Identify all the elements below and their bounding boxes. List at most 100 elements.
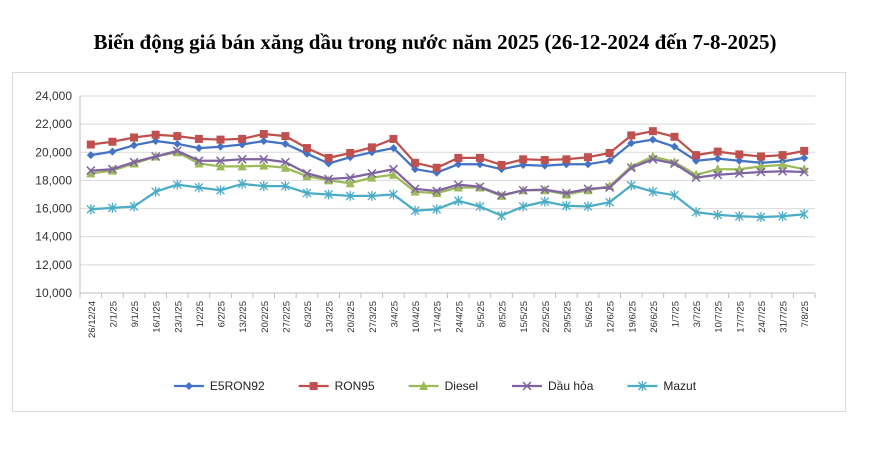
x-tick-label: 10/7/25 xyxy=(714,301,725,333)
x-tick-label: 12/6/25 xyxy=(606,301,617,333)
data-point xyxy=(130,133,139,142)
data-point-stroke xyxy=(237,154,247,164)
data-point xyxy=(497,160,506,169)
data-point xyxy=(778,166,788,176)
data-point xyxy=(108,147,117,156)
axes xyxy=(79,96,816,298)
y-tick-label: 16,000 xyxy=(35,202,72,216)
data-point xyxy=(778,159,788,169)
data-point xyxy=(411,165,420,174)
series-line xyxy=(90,149,805,197)
data-point xyxy=(151,151,161,162)
data-point xyxy=(540,156,549,165)
x-tick-label: 17/4/25 xyxy=(433,301,444,333)
data-point-stroke xyxy=(259,154,269,164)
data-point-stroke xyxy=(453,180,463,190)
legend-label: Diesel xyxy=(445,379,478,393)
data-point xyxy=(281,132,290,141)
data-point xyxy=(637,381,647,391)
x-tick-label: 20/3/25 xyxy=(346,301,357,333)
data-point xyxy=(309,382,318,390)
x-tick-label: 13/2/25 xyxy=(238,301,249,333)
data-point-stroke xyxy=(194,156,204,166)
data-point xyxy=(734,168,744,178)
series-ron95 xyxy=(86,127,809,172)
data-point xyxy=(302,171,312,181)
data-point xyxy=(129,157,139,167)
data-point xyxy=(735,156,744,165)
data-point-stroke xyxy=(497,190,507,200)
data-point xyxy=(237,161,247,171)
data-point xyxy=(583,184,593,194)
data-point xyxy=(518,201,528,212)
data-point xyxy=(302,144,311,153)
x-tick-label: 20/2/25 xyxy=(260,301,271,333)
data-point xyxy=(107,202,117,213)
data-point xyxy=(194,158,204,168)
legend-label: RON95 xyxy=(335,379,375,393)
x-tick-label: 6/3/25 xyxy=(303,301,314,327)
x-tick-label: 17/7/25 xyxy=(735,301,746,333)
data-point xyxy=(778,151,787,160)
data-point xyxy=(194,134,203,143)
data-point xyxy=(626,163,636,173)
data-point xyxy=(627,139,636,148)
data-point xyxy=(411,158,420,167)
data-point xyxy=(475,160,484,169)
data-point-stroke xyxy=(410,184,420,194)
data-point xyxy=(692,151,701,160)
data-point xyxy=(626,180,636,191)
series-line xyxy=(90,138,805,174)
x-tick-label: 13/3/25 xyxy=(325,301,336,333)
data-point xyxy=(584,160,593,169)
data-point xyxy=(346,148,355,157)
y-tick-label: 22,000 xyxy=(35,117,72,131)
y-tick-label: 20,000 xyxy=(35,145,72,159)
chart-title: Biến động giá bán xăng dầu trong nước nă… xyxy=(93,30,777,54)
legend-label: Dầu hỏa xyxy=(548,379,594,393)
data-point xyxy=(280,162,290,172)
data-point xyxy=(522,381,532,391)
data-point-stroke xyxy=(432,186,442,196)
data-point-stroke xyxy=(713,170,723,180)
data-point xyxy=(648,135,657,144)
data-point xyxy=(86,166,96,176)
data-point-stroke xyxy=(561,188,571,198)
data-point xyxy=(453,182,463,192)
data-point xyxy=(280,157,290,167)
data-point-stroke xyxy=(86,166,96,176)
data-point xyxy=(216,142,225,151)
data-point xyxy=(475,182,485,192)
data-point-stroke xyxy=(280,157,290,167)
series-mazut xyxy=(86,178,809,223)
data-point-stroke xyxy=(475,182,485,192)
data-point xyxy=(367,168,377,178)
data-point xyxy=(432,188,442,198)
y-tick-label: 10,000 xyxy=(35,286,72,300)
data-point-stroke xyxy=(518,185,528,195)
data-point-stroke xyxy=(605,182,615,192)
data-point xyxy=(302,168,312,178)
data-point-stroke xyxy=(172,146,182,156)
data-point xyxy=(453,180,463,190)
data-point xyxy=(713,164,723,174)
x-tick-label: 22/5/25 xyxy=(541,301,552,333)
series-lines xyxy=(86,127,809,223)
data-point xyxy=(86,151,95,160)
data-point xyxy=(778,211,788,222)
data-point xyxy=(216,161,226,171)
data-point-stroke xyxy=(626,163,636,173)
x-tick-label: 2/1/25 xyxy=(108,301,119,327)
data-point xyxy=(648,154,658,164)
data-point-stroke xyxy=(151,151,161,162)
y-tick-label: 12,000 xyxy=(35,258,72,272)
data-point xyxy=(345,190,355,201)
series-line xyxy=(90,130,805,169)
legend-item: RON95 xyxy=(298,379,375,393)
data-point-stroke xyxy=(583,184,593,194)
data-point xyxy=(173,139,182,148)
x-tick-label: 1/2/25 xyxy=(195,301,206,327)
data-point xyxy=(648,151,658,161)
legend-item: Dầu hỏa xyxy=(512,379,594,393)
data-point xyxy=(518,185,528,195)
